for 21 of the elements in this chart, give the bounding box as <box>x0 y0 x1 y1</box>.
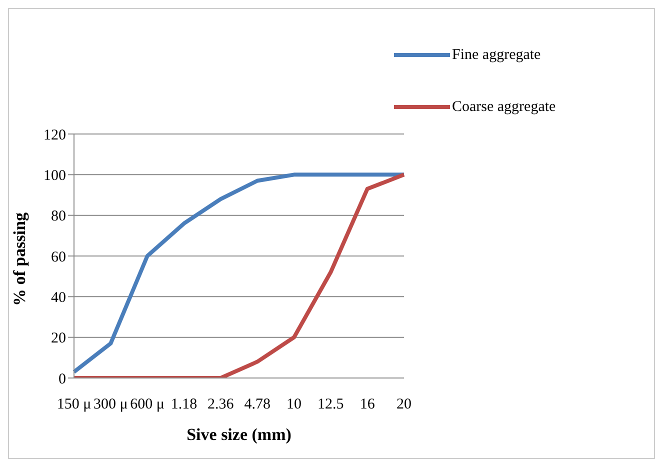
x-tick-label: 16 <box>360 396 376 413</box>
x-axis-title: Sive size (mm) <box>186 425 292 444</box>
x-tick-label: 300 μ <box>94 396 128 413</box>
x-tick-label: 20 <box>396 396 412 413</box>
y-tick-label: 40 <box>51 290 66 306</box>
x-tick-label: 1.18 <box>170 396 198 413</box>
x-tick-label: 150 μ <box>56 396 92 413</box>
x-tick-label: 12.5 <box>318 396 344 413</box>
y-tick-label: 60 <box>51 249 66 266</box>
legend-label: Fine aggregate <box>452 46 541 64</box>
x-tick-label: 2.36 <box>208 396 234 413</box>
x-tick-label: 10 <box>286 396 302 413</box>
y-tick-label: 0 <box>58 371 66 388</box>
y-tick-label: 80 <box>51 208 66 225</box>
y-tick-label: 20 <box>51 330 66 347</box>
y-axis-title: % of passing <box>10 212 30 306</box>
x-tick-label: 600 μ <box>130 396 164 413</box>
x-tick-label: 4.78 <box>244 396 270 413</box>
y-tick-label: 100 <box>44 168 66 184</box>
legend-label: Coarse aggregate <box>452 98 556 116</box>
y-tick-label: 120 <box>44 127 66 144</box>
